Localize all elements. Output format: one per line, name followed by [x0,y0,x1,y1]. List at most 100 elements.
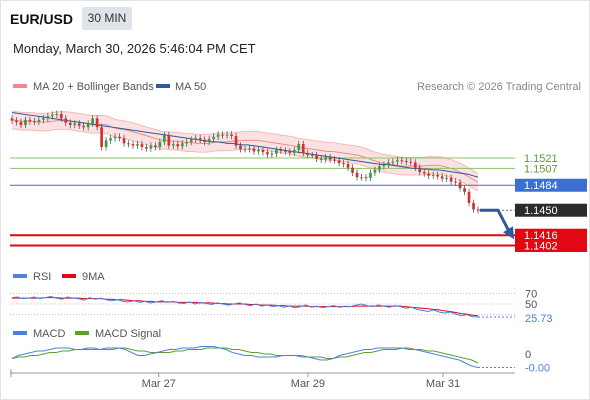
candle-body [50,114,54,117]
timestamp: Monday, March 30, 2026 5:46:04 PM CET [13,41,256,56]
candle-body [413,162,417,168]
candle-body [436,174,440,177]
candle-body [77,123,81,126]
candle-body [306,152,310,156]
candle-body [463,188,466,192]
legend-label-ma20: MA 20 + Bollinger Bands [33,81,154,93]
candle-body [180,143,184,147]
symbol-title: EUR/USD [10,11,74,27]
candle-body [234,136,238,146]
candle-body [360,177,363,179]
candle-body [122,138,126,144]
pivot-label: 1.1484 [524,180,558,192]
candle-body [270,153,274,155]
candle-body [391,161,395,163]
candle-body [315,155,319,159]
candle-body [422,172,426,174]
candle-body [472,202,475,210]
candle-body [261,149,265,153]
candle-body [221,134,224,136]
candle-body [431,174,435,176]
legend-swatch-rsi-ma [62,274,76,278]
macd-tick-label: 0 [525,349,531,361]
candle-body [64,118,68,123]
candle-body [230,134,233,137]
candle-body [104,140,108,148]
timeframe-button[interactable]: 30 MIN [82,7,132,30]
candle-body [131,144,135,146]
candle-body [33,121,36,123]
legend-swatch-macd-signal [75,331,89,335]
candle-body [225,134,229,136]
candle-body [19,122,23,125]
candle-body [364,177,368,179]
candle-body [458,182,462,189]
candle-body [342,163,345,165]
candle-body [404,160,408,162]
candle-body [68,122,72,125]
candle-body [248,148,251,150]
last-price-label: 1.1450 [524,205,558,217]
candle-body [400,160,404,162]
candle-body [266,152,269,155]
candle-body [257,149,260,152]
rsi-tick-label: 50 [525,299,537,311]
candle-body [100,127,103,148]
candle-body [46,116,50,119]
candle-body [28,119,32,122]
legend-swatch-ma50 [156,84,170,88]
candle-body [319,158,323,160]
support-label-bg [515,239,587,253]
bollinger-upper-line [11,110,479,174]
legend-swatch-ma20 [13,84,27,88]
candle-body [328,157,332,160]
candle-body [55,113,59,115]
candle-body [158,141,162,148]
candle-body [283,150,287,152]
candle-body [440,176,444,179]
candle-body [279,149,283,151]
forecast-arrow [480,208,512,234]
candle-body [127,143,130,145]
candle-body [449,177,453,182]
forecast-arrowhead [503,226,514,240]
candle-body [252,148,256,152]
candle-body [382,164,386,167]
candle-body [445,177,448,179]
pivot-label-bg [515,178,587,192]
candle-body [351,167,354,173]
candle-body [109,138,112,141]
candle-body [275,149,278,154]
support-label-bg [515,228,587,242]
candle-body [454,181,457,183]
candle-body [73,123,77,125]
candle-body [427,173,431,176]
resistance-label: 1.1507 [524,163,558,175]
candle-body [288,151,292,153]
candle-body [42,118,45,120]
candle-body [189,139,193,142]
rsi-line [11,296,479,318]
support-label: 1.1402 [524,241,558,253]
candle-body [10,118,14,121]
candle-body [337,160,341,164]
candle-body [216,134,220,137]
legend-swatch-macd [13,331,27,335]
macd-line [11,346,479,368]
legend-label-rsi-ma: 9MA [82,271,105,283]
candle-body [369,172,372,178]
candle-body [324,157,327,160]
ma50-line [11,111,479,178]
candle-body [145,147,148,149]
legend-label-macd: MACD [33,328,65,340]
macd-last-label: -0.00 [525,363,550,375]
candle-body [467,191,471,203]
candle-body [301,144,305,153]
candle-body [167,135,171,146]
candle-body [194,138,198,140]
legend-label-rsi: RSI [33,271,51,283]
legend-label-macd-signal: MACD Signal [95,328,161,340]
candle-body [387,162,390,165]
candle-body [15,120,18,123]
